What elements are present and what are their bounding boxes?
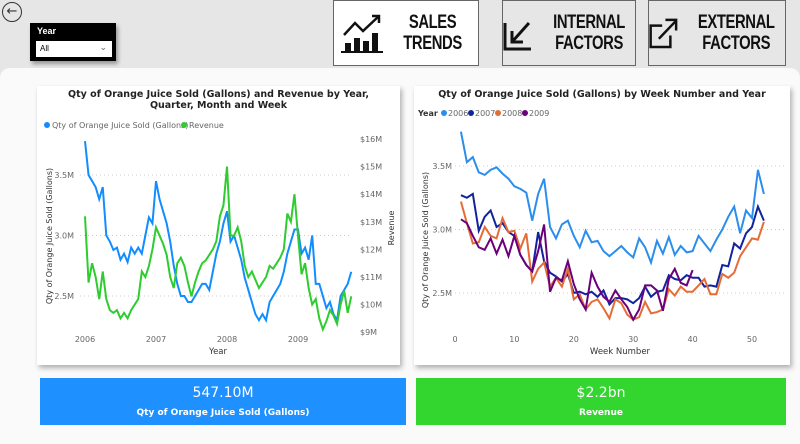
kpi-revenue-card: $2.2bn Revenue (416, 378, 786, 425)
series-line-qty (84, 141, 353, 324)
legend-label: 2009 (529, 109, 549, 118)
series-line-revenue (84, 166, 353, 333)
year-dropdown[interactable]: All ⌄ (36, 41, 112, 57)
legend-marker (468, 110, 474, 116)
arrow-left-icon: ← (6, 4, 18, 19)
legend-marker (495, 110, 501, 116)
legend-marker (44, 122, 50, 128)
y-tick-label: 2.5M (432, 289, 452, 298)
series-line-2006 (459, 131, 765, 266)
legend-label: Qty of Orange Juice Sold (Gallons) (52, 121, 188, 130)
legend-marker (181, 122, 187, 128)
legend-label: 2008 (502, 109, 522, 118)
legend-label: 2006 (448, 109, 468, 118)
x-tick-label: 50 (747, 335, 757, 344)
arrow-in-icon (503, 22, 531, 51)
nav-internal-factors-button[interactable]: INTERNAL FACTORS (502, 0, 636, 66)
x-axis-title: Year (208, 347, 228, 357)
year-slicer: Year All ⌄ (30, 23, 116, 61)
kpi-label: Qty of Orange Juice Sold (Gallons) (136, 408, 310, 418)
chevron-down-icon: ⌄ (99, 42, 107, 52)
arrow-out-icon (649, 18, 678, 49)
x-tick-label: 10 (509, 335, 519, 344)
y2-tick-label: $14M (360, 190, 382, 199)
y2-tick-label: $13M (360, 218, 382, 227)
series-line-2009 (460, 218, 694, 322)
series-line-2007 (460, 192, 765, 307)
legend-label: 2007 (475, 109, 495, 118)
weekly-chart-card: Qty of Orange Juice Sold (Gallons) by We… (414, 86, 790, 365)
kpi-label: Revenue (579, 408, 623, 418)
nav-external-factors-button[interactable]: EXTERNAL FACTORS (648, 0, 786, 66)
y2-tick-label: $15M (360, 163, 382, 172)
x-tick-label: 2006 (75, 335, 95, 344)
x-tick-label: 2007 (146, 335, 166, 344)
x-axis-title: Week Number (590, 347, 651, 357)
x-tick-label: 2008 (217, 335, 237, 344)
chart-trend-icon (341, 14, 384, 53)
chart-title: Qty of Orange Juice Sold (Gallons) and R… (68, 89, 369, 111)
nav-label: SALES TRENDS (403, 12, 463, 54)
x-tick-label: 0 (452, 335, 457, 344)
kpi-value: 547.10M (192, 385, 254, 401)
nav-sales-trends-button[interactable]: SALES TRENDS (333, 0, 479, 66)
kpi-qty-card: 547.10M Qty of Orange Juice Sold (Gallon… (40, 378, 406, 425)
nav-label: INTERNAL FACTORS (553, 12, 625, 54)
legend-title: Year (417, 109, 438, 118)
y2-tick-label: $9M (360, 328, 377, 337)
x-tick-label: 20 (569, 335, 579, 344)
back-button[interactable]: ← (2, 2, 22, 22)
slicer-label: Year (37, 26, 57, 36)
nav-label: EXTERNAL FACTORS (697, 12, 775, 54)
y2-axis-title: Revenue (387, 211, 396, 246)
y2-tick-label: $16M (360, 135, 382, 144)
y-tick-label: 2.5M (54, 292, 74, 301)
y-axis-title: Qty of Orange Juice Sold (Gallons) (45, 168, 54, 304)
legend-label: Revenue (189, 121, 224, 130)
chart-title: Qty of Orange Juice Sold (Gallons) by We… (438, 89, 766, 100)
y-tick-label: 3.5M (54, 171, 74, 180)
x-tick-label: 40 (688, 335, 698, 344)
kpi-value: $2.2bn (576, 385, 626, 401)
y-tick-label: 3.0M (54, 232, 74, 241)
legend-marker (522, 110, 528, 116)
x-tick-label: 2009 (288, 335, 308, 344)
series-line-2008 (459, 201, 765, 321)
y2-tick-label: $12M (360, 245, 382, 254)
y-axis-title: Qty of Orange Juice Sold (Gallons) (421, 172, 430, 308)
dropdown-value: All (40, 44, 49, 53)
y-tick-label: 3.5M (432, 162, 452, 171)
legend-marker (441, 110, 447, 116)
y2-tick-label: $10M (360, 301, 382, 310)
y-tick-label: 3.0M (432, 226, 452, 235)
x-tick-label: 30 (628, 335, 638, 344)
y2-tick-label: $11M (360, 273, 382, 282)
